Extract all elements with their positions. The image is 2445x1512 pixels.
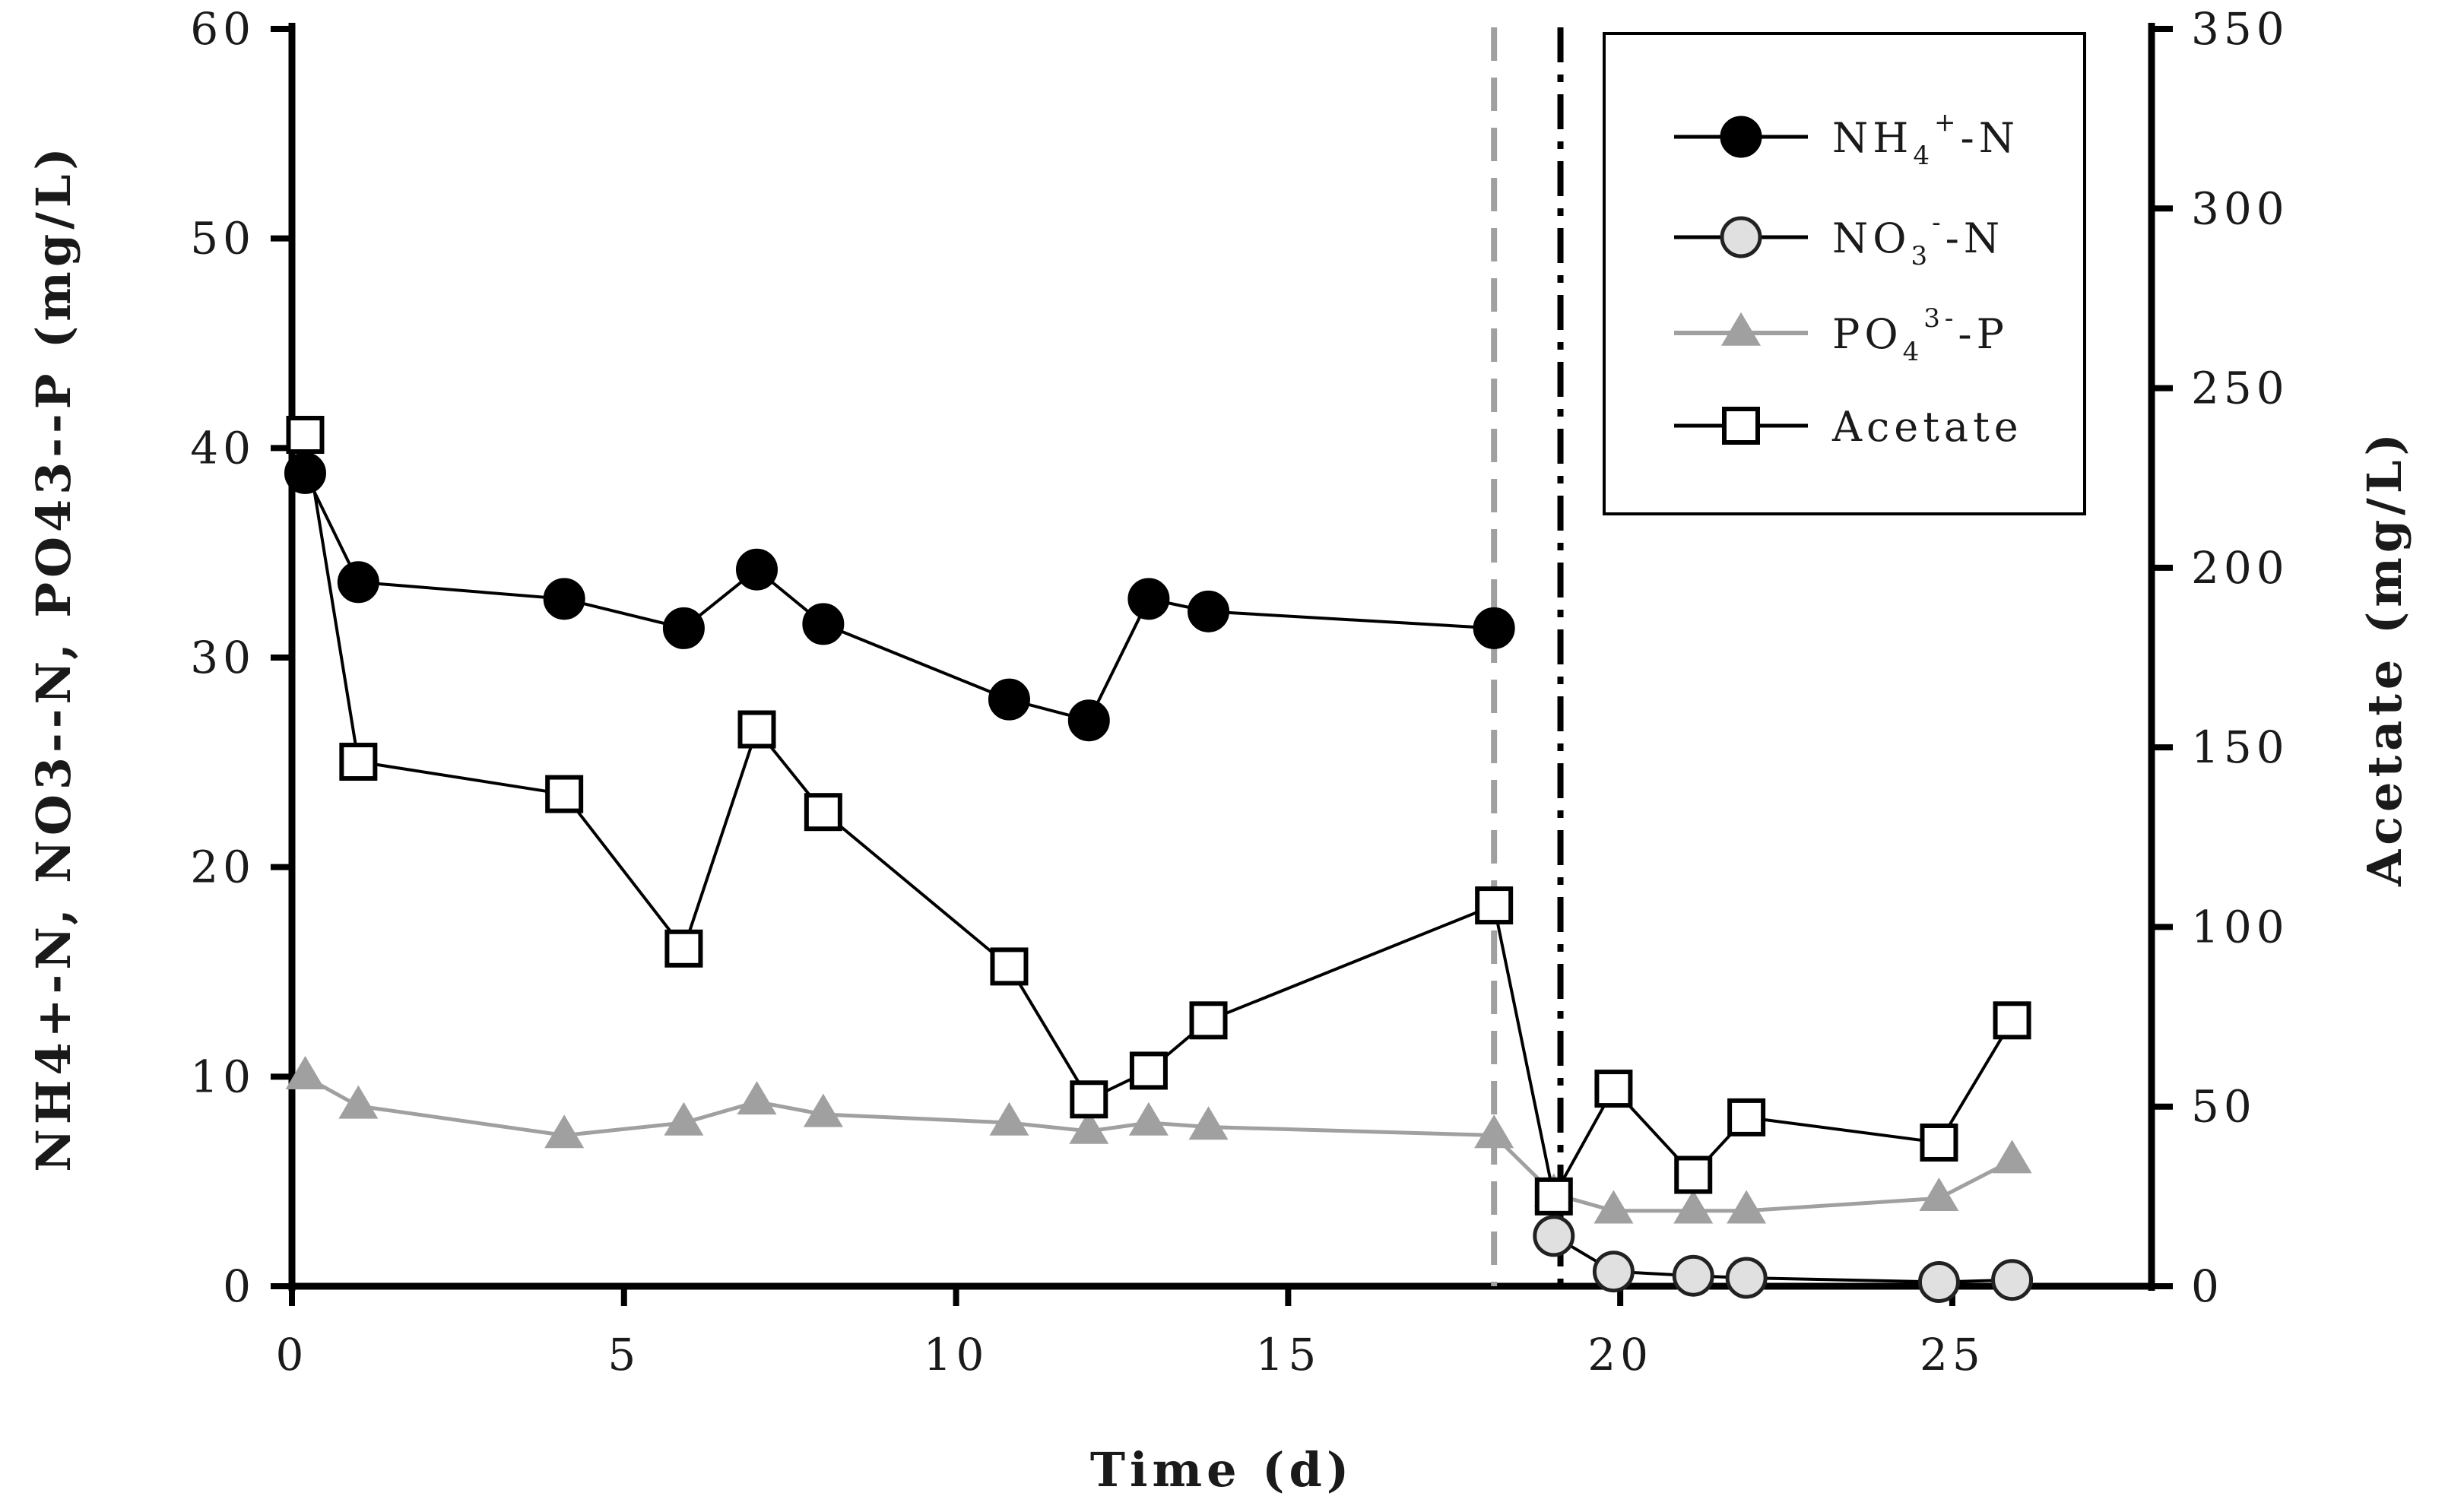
data-point-PO43--P xyxy=(664,1102,704,1136)
y-tick-label-right: 0 xyxy=(2191,1260,2224,1312)
x-tick-label: 15 xyxy=(1255,1329,1321,1380)
data-point-PO43--P xyxy=(1128,1102,1169,1136)
data-point-Acetate xyxy=(804,793,842,832)
data-point-Acetate xyxy=(1993,1001,2031,1040)
data-point-PO43--P xyxy=(1188,1106,1229,1140)
data-point-Acetate xyxy=(286,416,325,455)
legend-label-NO3--N: NO3--N xyxy=(1832,208,2004,271)
data-point-NH4+-N xyxy=(1473,607,1515,649)
y-tick-label-right: 200 xyxy=(2191,542,2289,594)
data-point-NO3--N xyxy=(1991,1259,2034,1301)
data-point-NH4+-N xyxy=(662,607,705,649)
data-point-NH4+-N xyxy=(543,578,585,620)
legend-label-Acetate: Acetate xyxy=(1831,403,2023,451)
y-tick-label-right: 150 xyxy=(2191,721,2289,773)
y-tick-label-left: 60 xyxy=(190,3,255,55)
data-point-PO43--P xyxy=(1474,1114,1514,1149)
data-point-NO3--N xyxy=(1672,1254,1714,1297)
data-point-NO3--N xyxy=(1592,1250,1635,1293)
y-tick-label-right: 50 xyxy=(2191,1081,2256,1133)
x-axis-title: Time (d) xyxy=(1090,1442,1353,1498)
legend-label-PO43--P: PO43--P xyxy=(1832,303,2009,367)
y-tick-label-right: 250 xyxy=(2191,363,2289,414)
y-tick-label-left: 20 xyxy=(190,842,255,893)
legend-marker-Acetate xyxy=(1722,407,1760,445)
data-point-Acetate xyxy=(1727,1098,1766,1136)
data-point-PO43--P xyxy=(544,1114,585,1149)
x-tick-label: 5 xyxy=(607,1329,640,1380)
data-point-PO43--P xyxy=(1919,1177,1959,1211)
data-point-Acetate xyxy=(545,775,584,813)
data-point-NH4+-N xyxy=(988,678,1030,721)
y-tick-label-left: 30 xyxy=(190,632,255,683)
data-point-PO43--P xyxy=(737,1081,777,1115)
data-point-Acetate xyxy=(1594,1070,1633,1108)
data-point-PO43--P xyxy=(989,1102,1029,1136)
data-point-NH4+-N xyxy=(1188,590,1230,632)
data-point-NH4+-N xyxy=(802,603,845,645)
data-point-NO3--N xyxy=(1533,1215,1575,1257)
y-tick-label-left: 40 xyxy=(190,422,255,474)
data-point-Acetate xyxy=(339,743,378,781)
y-tick-label-left: 0 xyxy=(223,1260,255,1312)
data-point-PO43--P xyxy=(1992,1140,2032,1174)
data-point-NH4+-N xyxy=(1127,578,1170,620)
data-point-Acetate xyxy=(1674,1155,1713,1194)
y-tick-label-left: 50 xyxy=(190,213,255,265)
y-tick-label-right: 100 xyxy=(2191,901,2289,953)
data-point-Acetate xyxy=(1070,1080,1108,1119)
legend-marker-NO3--N xyxy=(1720,216,1762,258)
data-point-NH4+-N xyxy=(337,561,379,604)
data-point-PO43--P xyxy=(1594,1190,1634,1224)
data-point-Acetate xyxy=(1129,1051,1168,1090)
x-tick-label: 0 xyxy=(276,1329,309,1380)
x-tick-label: 10 xyxy=(924,1329,989,1380)
legend-label-NH4+-N: NH4+-N xyxy=(1832,107,2019,171)
y-axis-title-right: Acetate (mg/L) xyxy=(2357,429,2412,887)
data-point-NH4+-N xyxy=(284,452,326,494)
y-tick-label-left: 10 xyxy=(190,1051,255,1102)
data-point-PO43--P xyxy=(1069,1110,1109,1144)
data-point-Acetate xyxy=(664,929,703,968)
data-point-Acetate xyxy=(1534,1177,1573,1216)
data-point-NO3--N xyxy=(1725,1257,1768,1299)
x-tick-label: 25 xyxy=(1920,1329,1985,1380)
data-point-PO43--P xyxy=(1673,1190,1714,1224)
data-point-Acetate xyxy=(1189,1001,1228,1040)
data-point-NO3--N xyxy=(1917,1260,1960,1303)
x-tick-label: 20 xyxy=(1587,1329,1653,1380)
y-axis-title-left: NH4+-N, NO3--N, PO43--P (mg/L) xyxy=(26,143,81,1172)
data-point-Acetate xyxy=(1920,1123,1958,1162)
data-point-PO43--P xyxy=(803,1093,843,1127)
data-point-PO43--P xyxy=(338,1085,379,1119)
data-point-PO43--P xyxy=(1727,1190,1767,1224)
series-line-NH4+-N xyxy=(303,472,1495,723)
legend-box xyxy=(1603,32,2086,515)
legend-marker-PO43--P xyxy=(1721,312,1761,346)
data-point-Acetate xyxy=(737,710,776,749)
data-point-NH4+-N xyxy=(1067,699,1110,742)
legend-marker-NH4+-N xyxy=(1720,116,1762,158)
data-point-PO43--P xyxy=(285,1056,325,1090)
data-point-Acetate xyxy=(1475,886,1514,925)
data-point-NH4+-N xyxy=(736,548,778,591)
y-tick-label-right: 300 xyxy=(2191,182,2289,234)
data-point-Acetate xyxy=(990,947,1029,986)
y-tick-label-right: 350 xyxy=(2191,3,2289,55)
